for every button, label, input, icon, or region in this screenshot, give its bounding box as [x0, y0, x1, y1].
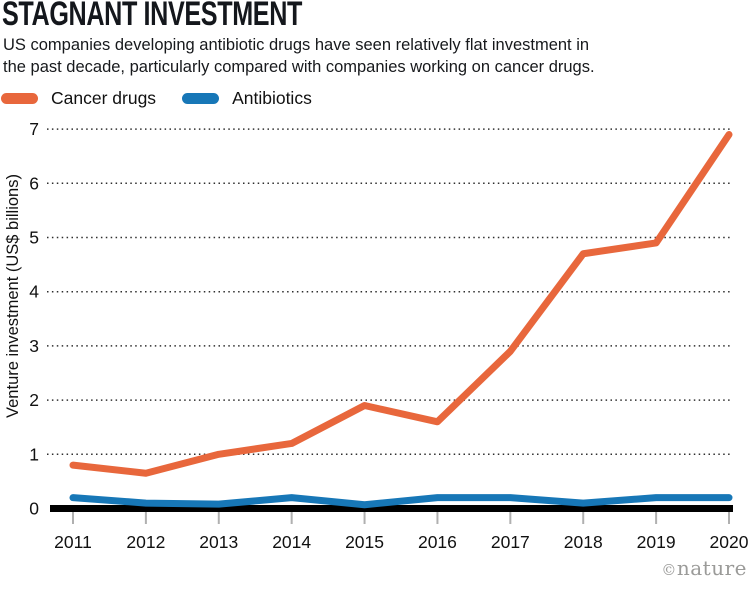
legend-item-cancer-drugs: Cancer drugs: [1, 88, 156, 109]
series-line-antibiotics: [69, 494, 733, 509]
x-tick-label: 2013: [199, 532, 238, 552]
x-tick-label: 2015: [345, 532, 384, 552]
x-tick-label: 2016: [418, 532, 457, 552]
y-tick-label: 2: [29, 390, 39, 410]
nature-credit: ©nature: [661, 556, 747, 580]
x-tick-label: 2011: [54, 532, 92, 552]
x-tick-label: 2020: [710, 532, 749, 552]
legend: Cancer drugs Antibiotics: [1, 88, 312, 109]
y-tick-label: 0: [29, 499, 39, 519]
y-tick-label: 3: [29, 336, 39, 356]
legend-label-cancer-drugs: Cancer drugs: [51, 88, 157, 108]
x-axis-ticks: [72, 512, 730, 524]
gridlines: [47, 128, 733, 456]
series-line-cancer-drugs: [69, 131, 733, 477]
x-axis-line: [50, 505, 733, 512]
y-tick-label: 4: [29, 282, 39, 302]
legend-swatch-antibiotics: [182, 93, 220, 104]
x-tick-label: 2019: [637, 532, 676, 552]
x-axis-tick-labels: 2011 2012 2013 2014 2015 2016 2017 2018 2019 2020: [54, 532, 749, 552]
y-tick-label: 7: [29, 119, 39, 139]
subtitle-line-2: the past decade, particularly compared w…: [3, 57, 595, 76]
y-tick-label: 5: [29, 228, 39, 248]
y-tick-label: 6: [29, 173, 39, 193]
y-axis-label: Venture investment (US$ billions): [4, 174, 22, 418]
x-tick-label: 2012: [126, 532, 165, 552]
legend-swatch-cancer-drugs: [1, 93, 38, 104]
x-tick-label: 2018: [564, 532, 603, 552]
legend-label-antibiotics: Antibiotics: [232, 88, 312, 108]
x-tick-label: 2017: [491, 532, 530, 552]
chart-subtitle: US companies developing antibiotic drugs…: [3, 35, 595, 78]
line-chart: 0 1 2 3 4 5 6 7 2011 2012 2013 2014 2015 2016 2017 2018…: [4, 119, 749, 552]
chart-title: STAGNANT INVESTMENT: [2, 0, 303, 33]
y-axis-tick-labels: 0 1 2 3 4 5 6 7: [29, 119, 39, 518]
x-tick-label: 2014: [272, 532, 311, 552]
y-tick-label: 1: [29, 444, 39, 464]
legend-item-antibiotics: Antibiotics: [182, 88, 312, 109]
subtitle-line-1: US companies developing antibiotic drugs…: [3, 36, 590, 54]
